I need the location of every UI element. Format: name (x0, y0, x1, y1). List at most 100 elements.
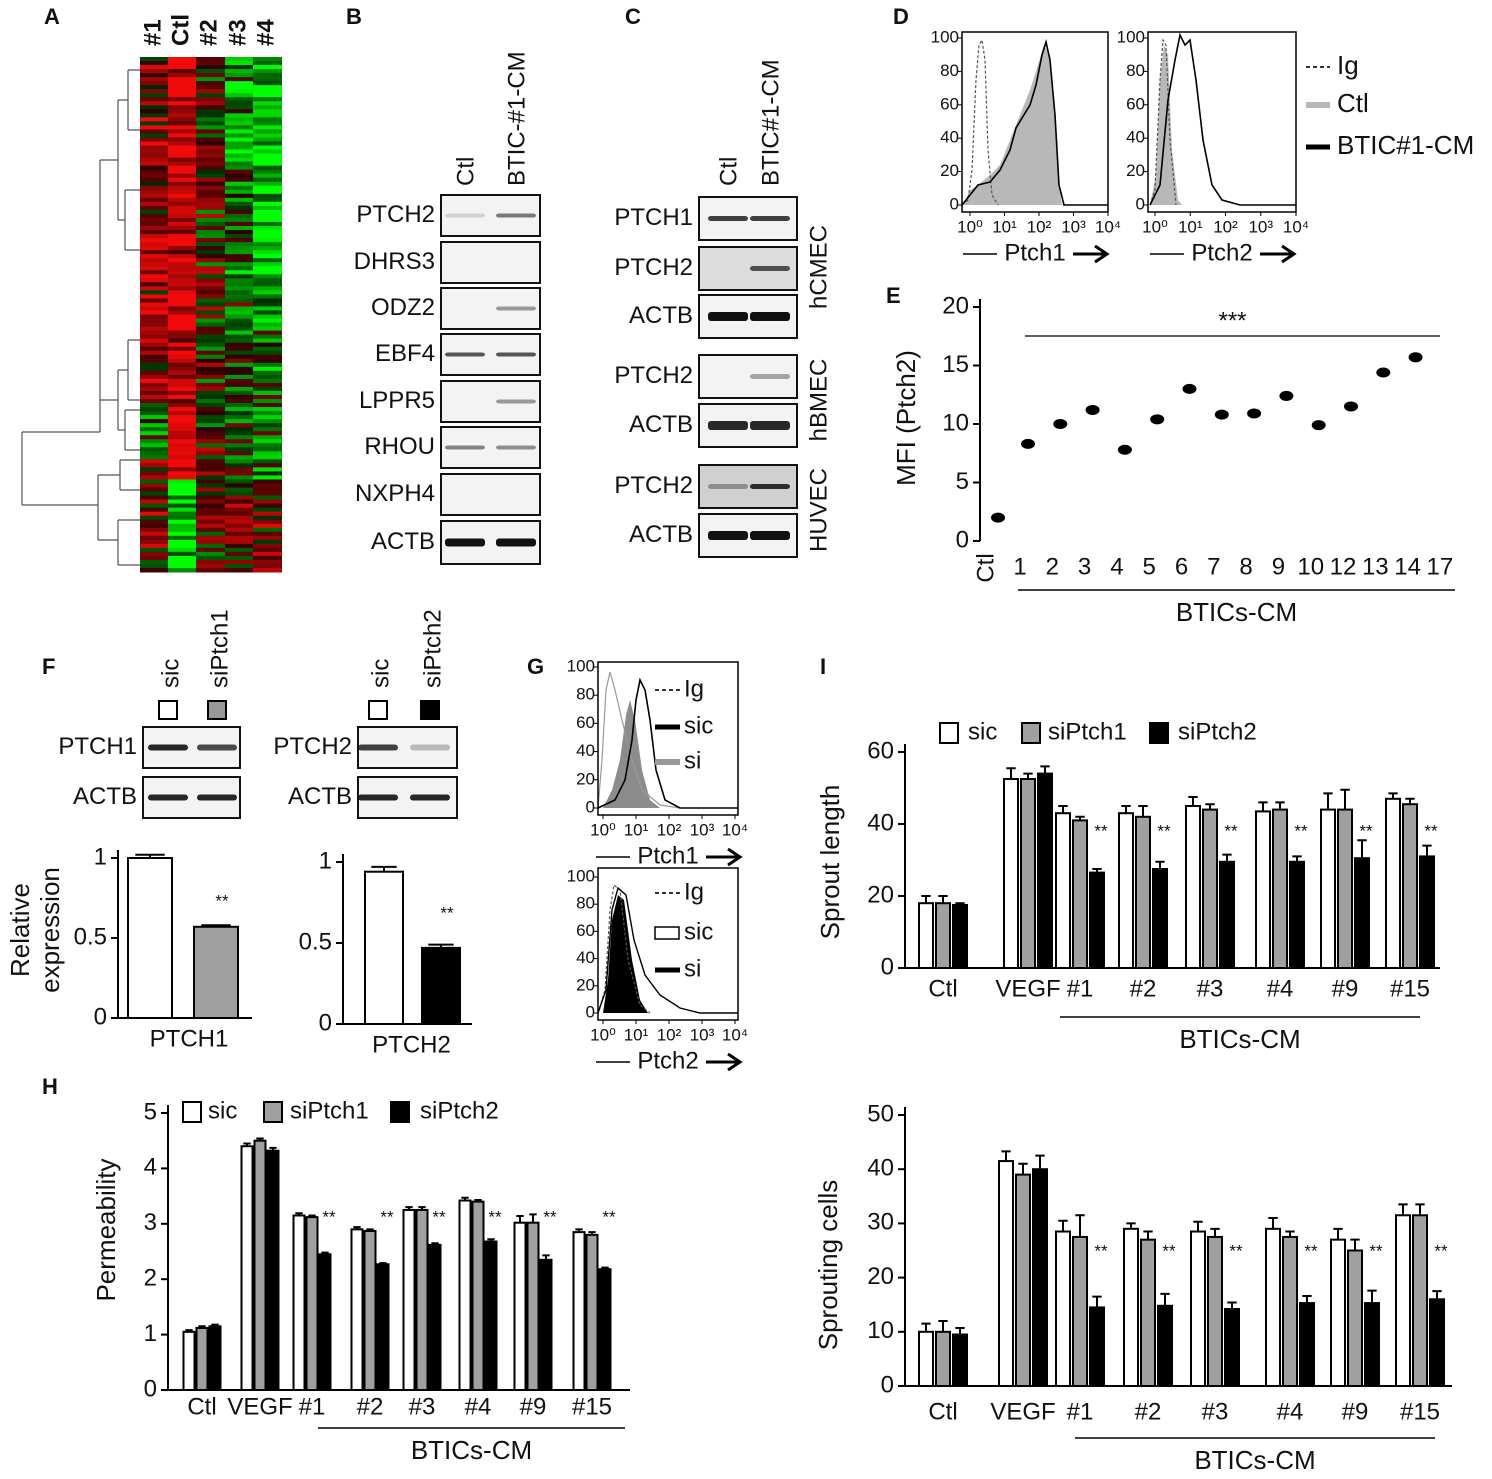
heatmap-cell (140, 555, 169, 561)
heatmap-cell (253, 153, 282, 159)
heatmap-cell (253, 471, 282, 476)
y-axis-label: Sprout length (815, 785, 845, 940)
heatmap-cell (225, 117, 254, 122)
heatmap-cell (225, 266, 254, 271)
heatmap-cell (168, 519, 197, 525)
panel-label: G (527, 654, 544, 679)
heatmap-cell (196, 366, 225, 372)
heatmap-cell (196, 153, 225, 159)
y-tick-label: 1 (94, 843, 107, 870)
bar (253, 1139, 267, 1391)
heatmap-cell (253, 358, 282, 364)
heatmap-cell (140, 230, 169, 235)
point (1214, 409, 1229, 420)
legend-label: si (684, 747, 701, 774)
blot-band (410, 744, 450, 751)
heatmap-cell (140, 89, 169, 94)
heatmap-cell (196, 177, 225, 183)
heatmap-cell (196, 515, 225, 521)
point (1247, 408, 1262, 419)
heatmap-cell (196, 242, 225, 247)
heatmap-cell (196, 306, 225, 311)
annotation: ** (543, 1207, 557, 1226)
histogram-curve (1149, 38, 1177, 206)
bar (1330, 1238, 1346, 1388)
heatmap-cell (253, 531, 282, 537)
heatmap-cell (253, 515, 282, 521)
error-bar (1422, 844, 1432, 857)
heatmap-cell (140, 137, 169, 142)
heatmap-cell (196, 423, 225, 428)
heatmap-cell (168, 563, 197, 569)
heatmap-cell (253, 217, 282, 223)
x-tick-label: 17 (1427, 553, 1454, 580)
x-tick-label: 10⁰ (590, 1025, 616, 1044)
x-axis-label: BTICs-CM (1176, 597, 1297, 627)
legend-swatch (263, 1101, 283, 1123)
heatmap-cell (253, 487, 282, 493)
heatmap-cell (140, 266, 169, 271)
error-bar (1222, 853, 1232, 862)
heatmap-cell (225, 101, 254, 106)
heatmap-cell (196, 342, 225, 348)
legend-label: siPtch2 (1178, 718, 1257, 745)
heatmap-cell (225, 423, 254, 428)
heatmap-cell (168, 258, 197, 263)
gene-label: PTCH1 (614, 204, 693, 231)
y-tick-label: 1 (144, 1320, 157, 1347)
heatmap-cell (140, 242, 169, 247)
bar (1282, 1235, 1298, 1387)
y-tick-label: 0 (94, 1003, 107, 1030)
y-tick-label: 0 (881, 1371, 894, 1398)
annotation: ** (1294, 821, 1308, 840)
bar (1089, 1306, 1105, 1388)
heatmap-cell (168, 242, 197, 247)
heatmap-cell (253, 491, 282, 497)
heatmap-cell (253, 73, 282, 78)
heatmap-cell (140, 141, 169, 147)
error-bar (1058, 805, 1068, 814)
heatmap-cell (140, 298, 169, 303)
bar (305, 1216, 319, 1391)
heatmap-cell (168, 298, 197, 303)
heatmap-cell (253, 334, 282, 340)
blot-band (496, 538, 536, 547)
bar (1395, 1214, 1411, 1388)
heatmap-cell (196, 173, 225, 179)
x-tick-label: 10¹ (624, 1025, 649, 1044)
heatmap-cell (168, 89, 197, 94)
heatmap-cell (225, 278, 254, 283)
bar (1354, 857, 1370, 970)
heatmap-cell (225, 527, 254, 533)
blot-box (440, 241, 541, 284)
heatmap-cell (140, 173, 169, 179)
heatmap-cell (253, 547, 282, 553)
error-bar (1367, 1289, 1377, 1304)
heatmap-cell (196, 455, 225, 460)
heatmap-cell (253, 89, 282, 94)
heatmap-cell (253, 523, 282, 529)
heatmap-cell (253, 378, 282, 384)
point (1117, 444, 1132, 455)
blot-band (148, 744, 188, 751)
heatmap-cell (140, 390, 169, 396)
heatmap-cell (140, 374, 169, 380)
heatmap-cell (196, 523, 225, 529)
heatmap-cell (225, 246, 254, 251)
heatmap-cell (140, 81, 169, 86)
heatmap-cell (196, 495, 225, 501)
heatmap-cell (140, 531, 169, 537)
heatmap-cell (225, 145, 254, 151)
x-tick-label: #2 (357, 1393, 384, 1420)
heatmap-cell (140, 515, 169, 521)
heatmap-cell (253, 338, 282, 344)
heatmap-cell (225, 189, 254, 195)
x-tick-label: 10¹ (624, 820, 649, 839)
heatmap-cell (225, 169, 254, 175)
point (1376, 367, 1391, 378)
bar (1055, 812, 1071, 970)
blot-band (445, 538, 485, 547)
histogram-curve (597, 886, 738, 1014)
x-tick-label: 10³ (1061, 217, 1086, 236)
x-tick-label: VEGF (995, 975, 1060, 1002)
